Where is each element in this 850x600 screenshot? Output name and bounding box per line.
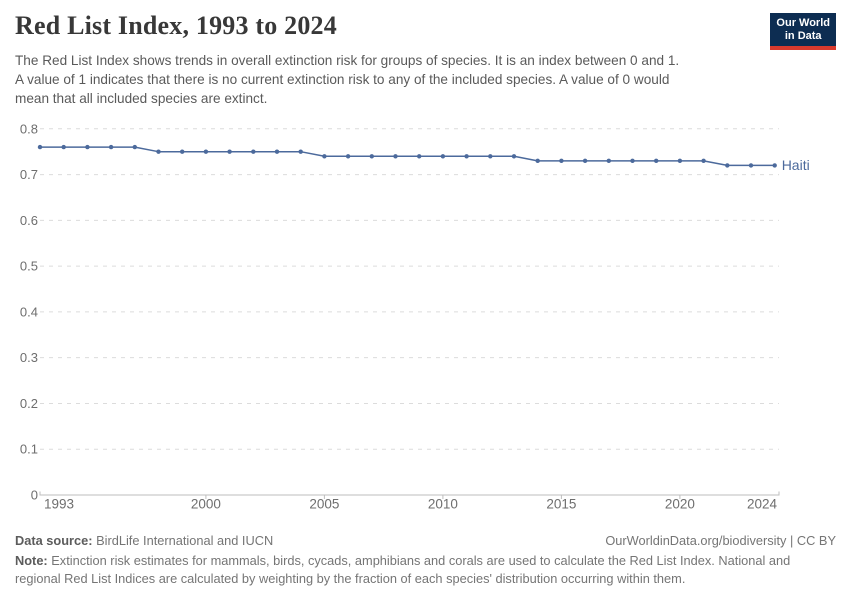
- x-tick-label: 2015: [546, 497, 576, 512]
- note-text: Extinction risk estimates for mammals, b…: [51, 553, 791, 568]
- owid-logo[interactable]: Our World in Data: [770, 13, 836, 50]
- data-point-marker[interactable]: [559, 158, 564, 164]
- series-haiti[interactable]: Haiti: [37, 144, 810, 173]
- data-point-marker[interactable]: [369, 154, 374, 159]
- data-point-marker[interactable]: [440, 154, 446, 159]
- data-point-marker[interactable]: [203, 149, 209, 154]
- y-tick-label: 0.4: [20, 304, 38, 319]
- x-tick-label: 2020: [665, 497, 695, 512]
- data-point-marker[interactable]: [464, 154, 469, 159]
- chart-subtitle: The Red List Index shows trends in overa…: [15, 51, 679, 108]
- data-point-marker[interactable]: [606, 158, 611, 164]
- subtitle-line: A value of 1 indicates that there is no …: [15, 72, 670, 87]
- chart-note: Note: Extinction risk estimates for mamm…: [15, 552, 790, 587]
- data-point-marker[interactable]: [251, 149, 256, 154]
- data-point-marker[interactable]: [132, 144, 137, 150]
- data-source: Data source: BirdLife International and …: [15, 533, 273, 548]
- y-tick-label: 0.2: [20, 396, 38, 411]
- data-source-label: Data source:: [15, 533, 93, 548]
- data-point-marker[interactable]: [156, 149, 161, 154]
- y-tick-label: 0.3: [20, 350, 38, 365]
- owid-logo-line1: Our World: [776, 17, 830, 29]
- data-point-marker[interactable]: [393, 154, 398, 159]
- owid-logo-line2: in Data: [784, 29, 822, 42]
- series-label-haiti[interactable]: Haiti: [782, 157, 810, 173]
- data-point-marker[interactable]: [701, 158, 706, 164]
- data-point-marker[interactable]: [511, 154, 517, 159]
- data-point-marker[interactable]: [725, 163, 730, 168]
- data-point-marker[interactable]: [748, 163, 754, 168]
- x-tick-label: 1993: [44, 497, 74, 512]
- data-point-marker[interactable]: [227, 149, 232, 154]
- note-line: regional Red List Indices are calculated…: [15, 570, 686, 586]
- x-tick-label: 2005: [309, 497, 339, 512]
- y-tick-label: 0.8: [20, 121, 38, 136]
- data-point-marker[interactable]: [108, 144, 114, 150]
- y-tick-label: 0.5: [20, 259, 38, 274]
- data-point-marker[interactable]: [37, 144, 43, 150]
- y-tick-label: 0: [31, 488, 38, 503]
- x-tick-label: 2024: [747, 497, 778, 512]
- data-point-marker[interactable]: [654, 158, 659, 164]
- data-point-marker[interactable]: [535, 158, 540, 164]
- x-tick-label: 2000: [191, 497, 221, 512]
- data-point-marker[interactable]: [180, 149, 185, 154]
- note-line: Note: Extinction risk estimates for mamm…: [15, 552, 790, 570]
- y-tick-label: 0.6: [20, 213, 38, 228]
- data-point-marker[interactable]: [582, 158, 588, 164]
- data-point-marker[interactable]: [298, 149, 303, 154]
- x-axis: 1993 2000 2005 2010 2015 2020 2024: [39, 491, 780, 512]
- data-point-marker[interactable]: [322, 154, 327, 159]
- gridlines: 0 0.1 0.2 0.3 0.4 0.5 0.6 0.7 0.8: [20, 121, 779, 503]
- note-label: Note:: [15, 553, 48, 568]
- x-axis-line: [39, 491, 780, 496]
- data-point-marker[interactable]: [630, 158, 635, 164]
- data-point-marker[interactable]: [274, 149, 280, 154]
- license-link[interactable]: OurWorldinData.org/biodiversity | CC BY: [605, 533, 836, 548]
- series-line[interactable]: [39, 146, 776, 167]
- subtitle-line: mean that all included species are extin…: [15, 91, 268, 106]
- data-point-marker[interactable]: [85, 144, 90, 150]
- data-point-marker[interactable]: [677, 158, 683, 164]
- page-title: Red List Index, 1993 to 2024: [15, 11, 337, 40]
- data-point-marker[interactable]: [61, 144, 66, 150]
- data-point-marker[interactable]: [345, 154, 351, 159]
- subtitle-line: The Red List Index shows trends in overa…: [15, 53, 680, 68]
- data-point-marker[interactable]: [488, 154, 493, 159]
- data-point-marker[interactable]: [417, 154, 422, 159]
- data-source-value: BirdLife International and IUCN: [96, 533, 274, 548]
- x-tick-label: 2010: [428, 497, 458, 512]
- y-tick-label: 0.7: [20, 167, 38, 182]
- data-point-marker[interactable]: [772, 163, 777, 168]
- y-tick-label: 0.1: [20, 442, 38, 457]
